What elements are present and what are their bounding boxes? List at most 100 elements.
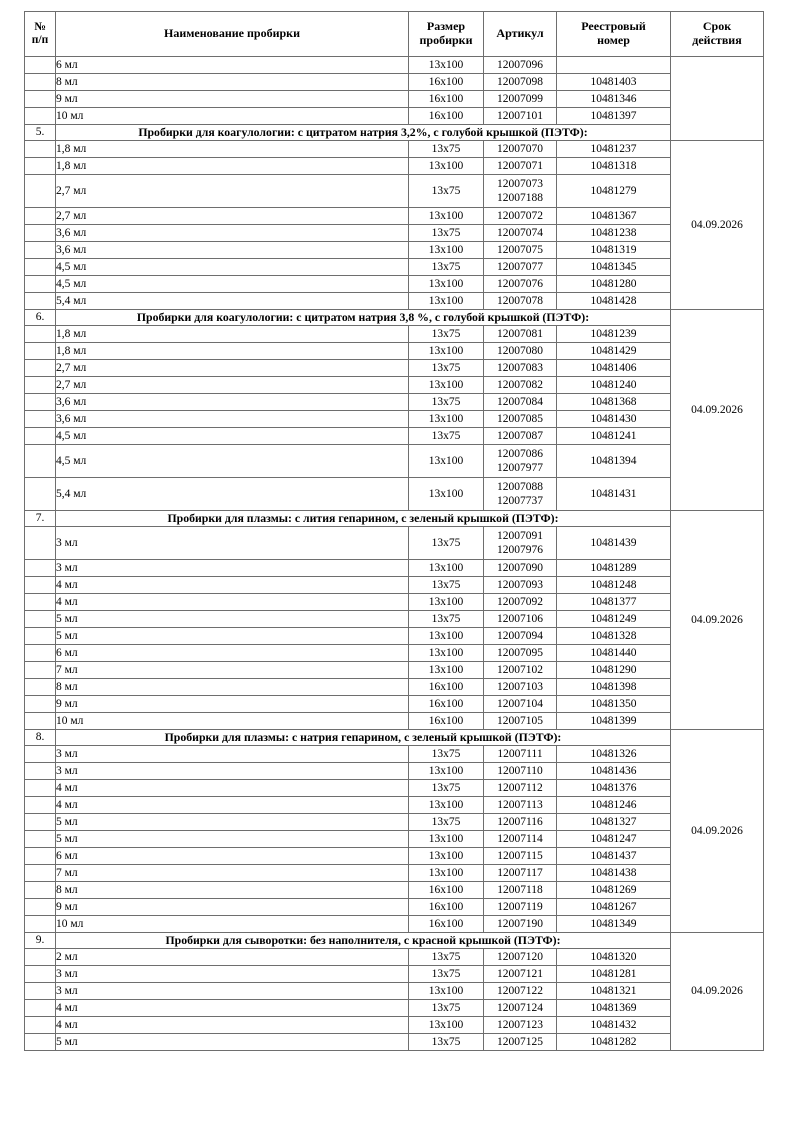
cell-registry-number: 10481369 <box>556 999 671 1017</box>
table-header-row: № п/п Наименование пробирки Размер проби… <box>24 11 764 57</box>
cell-registry-number: 10481240 <box>556 376 671 394</box>
cell-tube-name: 6 мл <box>55 644 409 662</box>
table-row: 4 мл 13x75 12007093 10481248 <box>24 576 764 594</box>
section-number: 5. <box>24 124 56 141</box>
cell-article: 12007116 <box>483 813 557 831</box>
article-value: 12007086 <box>497 447 543 460</box>
cell-article: 12007081 <box>483 325 557 343</box>
cell-number <box>24 376 56 394</box>
cell-number <box>24 661 56 679</box>
cell-tube-name: 4 мл <box>55 576 409 594</box>
cell-article: 12007071 <box>483 157 557 175</box>
cell-tube-name: 4 мл <box>55 1016 409 1034</box>
cell-registry-number: 10481241 <box>556 427 671 445</box>
cell-tube-name: 4 мл <box>55 999 409 1017</box>
table-row: 3 мл 13x75 12007121 10481281 <box>24 965 764 983</box>
table-row: 1,8 мл 13x75 12007070 10481237 04.09.2026 <box>24 140 764 310</box>
cell-size: 13x100 <box>408 292 484 310</box>
article-value: 12007737 <box>497 495 543 507</box>
cell-registry-number: 10481327 <box>556 813 671 831</box>
cell-article: 12007098 <box>483 73 557 91</box>
cell-article: 12007087 <box>483 427 557 445</box>
article-value: 12007976 <box>497 544 543 556</box>
cell-number <box>24 644 56 662</box>
cell-number <box>24 982 56 1000</box>
cell-article: 12007075 <box>483 241 557 259</box>
cell-article: 12007125 <box>483 1033 557 1051</box>
cell-article: 12007091 12007976 <box>483 526 557 560</box>
cell-size: 13x100 <box>408 644 484 662</box>
cell-article: 12007077 <box>483 258 557 276</box>
cell-number <box>24 292 56 310</box>
column-header-size-line2: пробирки <box>419 33 473 47</box>
cell-size: 13x75 <box>408 813 484 831</box>
cell-tube-name: 10 мл <box>55 107 409 125</box>
cell-tube-name: 4,5 мл <box>55 444 409 478</box>
cell-tube-name: 5 мл <box>55 627 409 645</box>
cell-number <box>24 779 56 797</box>
cell-registry-number: 10481246 <box>556 796 671 814</box>
column-header-registry-line1: Реестровый <box>581 19 646 34</box>
cell-registry-number: 10481346 <box>556 90 671 108</box>
cell-number <box>24 678 56 696</box>
cell-number <box>24 258 56 276</box>
cell-registry-number: 10481249 <box>556 610 671 628</box>
column-header-term-line1: Срок <box>702 19 732 34</box>
table-row: 5,4 мл 13x100 12007078 10481428 <box>24 292 764 310</box>
cell-number <box>24 342 56 360</box>
cell-number <box>24 881 56 899</box>
cell-registry-number: 10481398 <box>556 678 671 696</box>
column-header-registry: Реестровый номер <box>556 11 671 57</box>
cell-size: 13x75 <box>408 610 484 628</box>
cell-number <box>24 73 56 91</box>
cell-size: 13x75 <box>408 140 484 158</box>
cell-article: 12007085 <box>483 410 557 428</box>
cell-registry-number: 10481320 <box>556 948 671 966</box>
column-header-size-line1: Размер <box>426 19 466 34</box>
table-row: 7 мл 13x100 12007102 10481290 <box>24 661 764 679</box>
section-header-row: 9. Пробирки для сыворотки: без наполнител… <box>24 932 764 1051</box>
table-row: 6 мл 13x100 12007115 10481437 <box>24 847 764 865</box>
table-row: 3 мл 13x100 12007110 10481436 <box>24 762 764 780</box>
article-multi: 12007086 12007977 <box>484 447 556 475</box>
cell-size: 13x75 <box>408 174 484 208</box>
cell-tube-name: 9 мл <box>55 898 409 916</box>
table-row: 5 мл 13x100 12007114 10481247 <box>24 830 764 848</box>
cell-article: 12007086 12007977 <box>483 444 557 478</box>
table-row: 10 мл 16x100 12007105 10481399 <box>24 712 764 730</box>
cell-tube-name: 8 мл <box>55 678 409 696</box>
table-row: 4 мл 13x100 12007113 10481246 <box>24 796 764 814</box>
section-title: Пробирки для плазмы: с натрия гепарином,… <box>55 729 671 746</box>
cell-tube-name: 6 мл <box>55 56 409 74</box>
cell-tube-name: 3 мл <box>55 526 409 560</box>
cell-tube-name: 3 мл <box>55 762 409 780</box>
cell-number <box>24 207 56 225</box>
cell-tube-name: 4 мл <box>55 796 409 814</box>
cell-size: 13x75 <box>408 427 484 445</box>
cell-article: 12007094 <box>483 627 557 645</box>
cell-number <box>24 593 56 611</box>
cell-registry-number: 10481239 <box>556 325 671 343</box>
cell-size: 13x100 <box>408 796 484 814</box>
cell-registry-number: 10481349 <box>556 915 671 933</box>
table-row: 8 мл 16x100 12007103 10481398 <box>24 678 764 696</box>
column-header-registry-line2: номер <box>597 33 630 47</box>
column-header-article: Артикул <box>483 11 557 57</box>
cell-tube-name: 4 мл <box>55 779 409 797</box>
cell-number <box>24 948 56 966</box>
table-row: 1,8 мл 13x100 12007071 10481318 <box>24 157 764 175</box>
table-row: 8 мл 16x100 12007118 10481269 <box>24 881 764 899</box>
article-multi: 12007088 12007737 <box>484 480 556 508</box>
cell-size: 16x100 <box>408 712 484 730</box>
cell-tube-name: 10 мл <box>55 712 409 730</box>
cell-tube-name: 3 мл <box>55 559 409 577</box>
cell-size: 13x75 <box>408 745 484 763</box>
cell-registry-number: 10481318 <box>556 157 671 175</box>
cell-registry-number: 10481319 <box>556 241 671 259</box>
cell-registry-number: 10481430 <box>556 410 671 428</box>
cell-size: 13x100 <box>408 157 484 175</box>
cell-number <box>24 241 56 259</box>
cell-article: 12007118 <box>483 881 557 899</box>
cell-size: 13x100 <box>408 762 484 780</box>
table-row: 8 мл 16x100 12007098 10481403 <box>24 73 764 91</box>
